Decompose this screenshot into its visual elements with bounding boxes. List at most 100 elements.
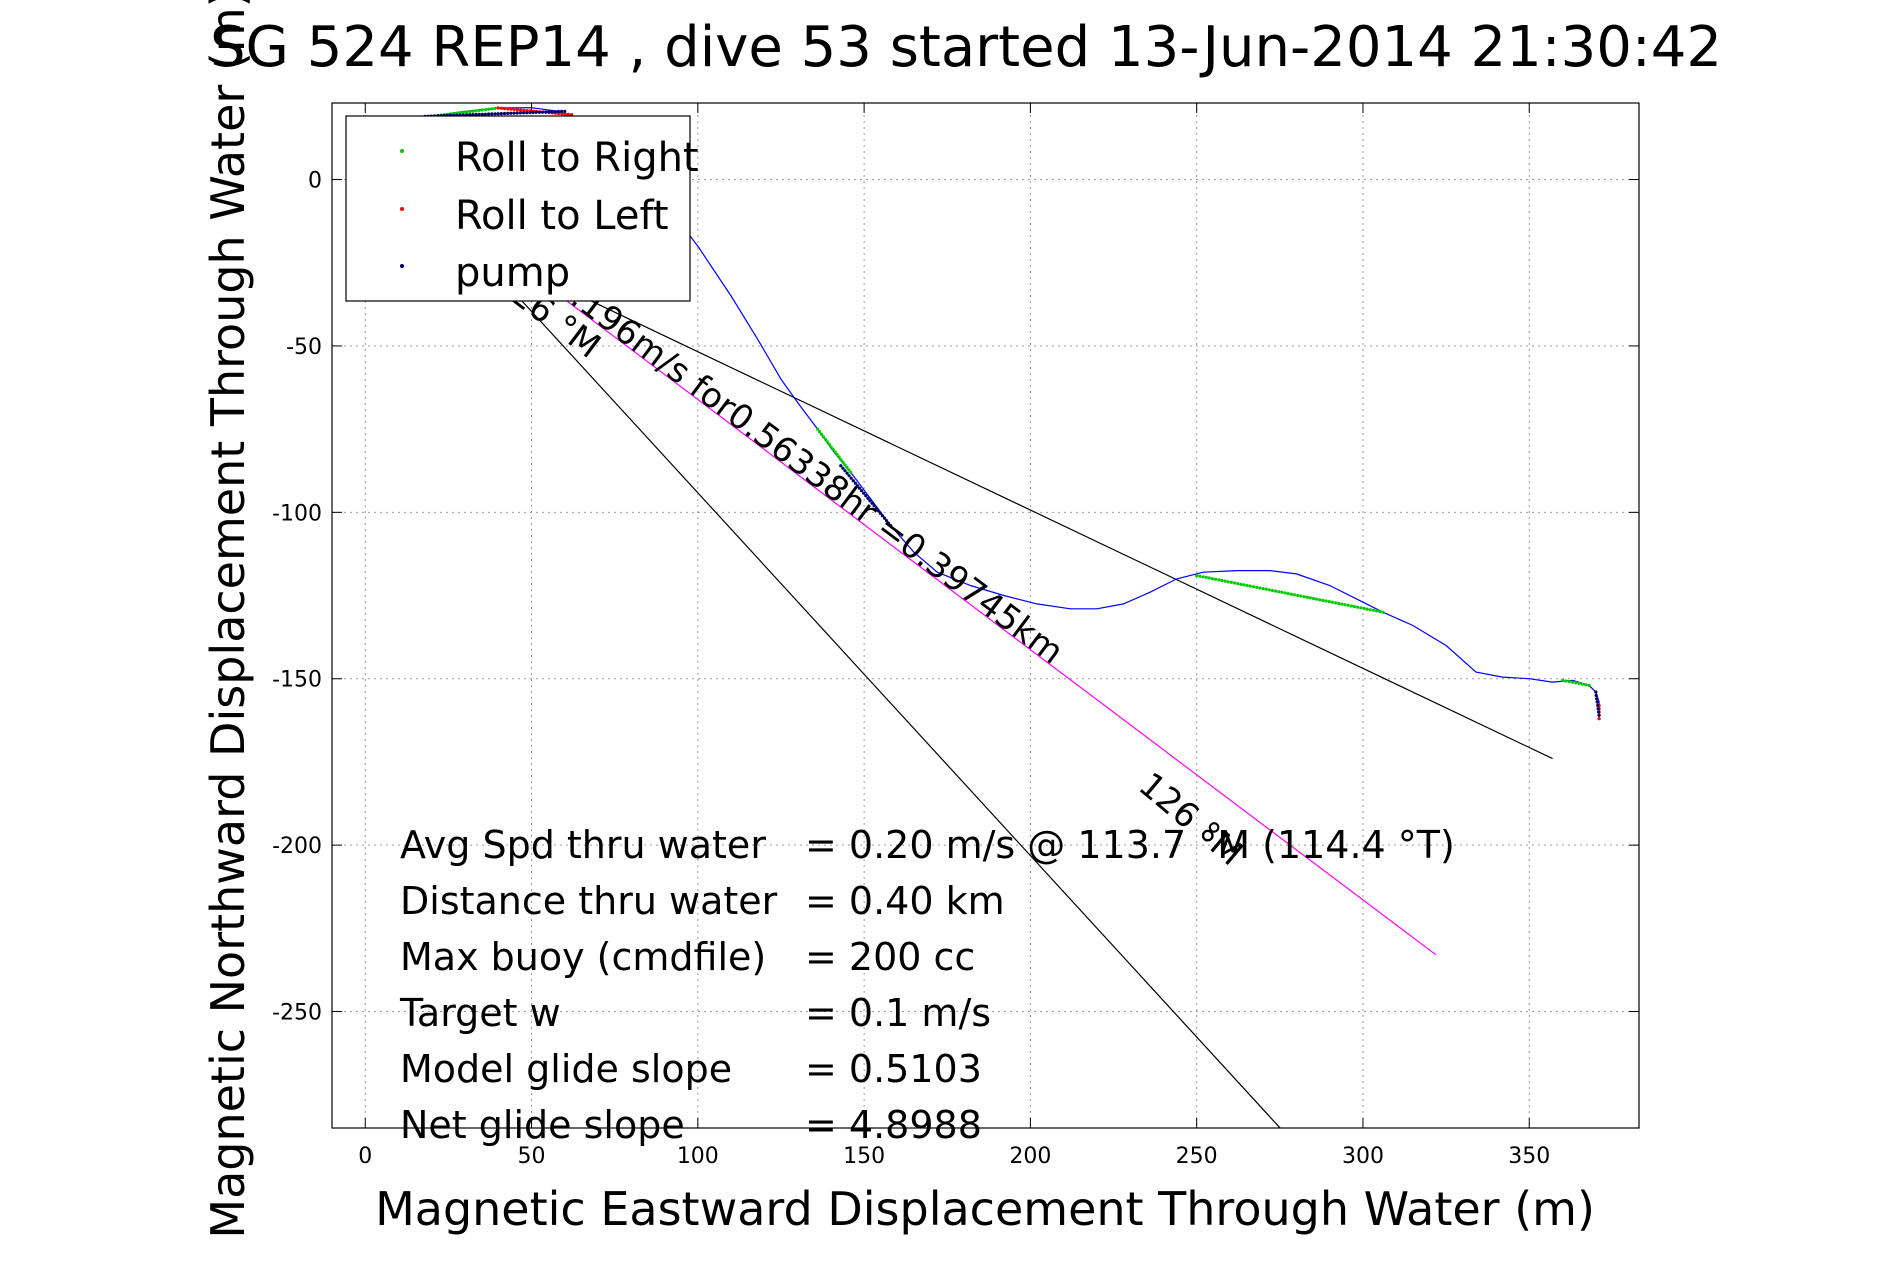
roll-to-right-point: [1567, 680, 1571, 684]
roll-to-right-point: [1277, 590, 1281, 594]
roll-to-right-point: [1204, 575, 1208, 580]
pump-point: [882, 516, 887, 520]
x-tick-label: 0: [358, 1144, 372, 1169]
roll-to-right-point: [1334, 601, 1338, 605]
x-tick-label: 200: [1009, 1144, 1051, 1169]
pump-point: [512, 111, 516, 115]
roll-to-right-point: [1560, 678, 1565, 683]
pump-point: [506, 111, 510, 115]
chart-title: SG 524 REP14 , dive 53 started 13-Jun-20…: [210, 15, 1722, 80]
roll-to-right-point: [1324, 599, 1328, 603]
roll-to-right-point: [490, 107, 494, 111]
stats-block: Avg Spd thru water = 0.20 m/s @ 113.7 °M …: [399, 823, 1455, 1147]
pump-point: [518, 111, 523, 115]
roll-to-left-point: [509, 107, 513, 111]
roll-to-right-point: [1340, 602, 1344, 606]
roll-to-left-point: [515, 108, 520, 112]
stat-label: Max buoy (cmdfile): [400, 935, 766, 979]
roll-to-right-point: [1299, 594, 1303, 598]
pump-point: [553, 110, 557, 114]
pump-point: [839, 464, 843, 468]
pump-point: [487, 112, 491, 116]
roll-to-right-point: [816, 427, 820, 431]
roll-to-right-point: [487, 107, 491, 111]
roll-to-left-point: [496, 106, 500, 110]
pump-point: [547, 110, 551, 114]
roll-to-right-point: [843, 463, 847, 467]
pump-point: [868, 499, 872, 503]
roll-to-right-point: [1337, 601, 1341, 606]
pump-point: [887, 521, 891, 525]
roll-to-right-point: [1564, 679, 1568, 683]
pump-point: [847, 474, 851, 478]
roll-to-right-point: [1375, 609, 1379, 613]
pump-point: [843, 469, 847, 473]
roll-to-right-point: [1236, 582, 1240, 586]
y-tick-label: -150: [272, 668, 322, 693]
roll-to-right-point: [823, 437, 828, 441]
pump-point: [477, 112, 481, 116]
roll-to-right-point: [1330, 600, 1334, 604]
x-tick-label: 250: [1176, 1144, 1218, 1169]
roll-to-right-point: [833, 450, 837, 454]
y-tick-label: 0: [308, 169, 322, 194]
roll-to-right-point: [1220, 578, 1224, 583]
roll-to-right-point: [1210, 577, 1215, 581]
roll-to-right-point: [1371, 608, 1376, 612]
pump-point: [499, 112, 503, 116]
pump-point: [885, 519, 889, 523]
stat-label: Target w: [399, 991, 561, 1035]
legend: Roll to Right Roll to Left pump: [345, 115, 699, 302]
pump-point: [874, 506, 878, 510]
y-tick-label: -50: [286, 335, 322, 360]
roll-to-left-point: [519, 108, 523, 112]
roll-to-right-point: [839, 458, 843, 462]
roll-to-right-point: [1352, 605, 1357, 609]
roll-to-right-point: [477, 108, 481, 112]
pump-point: [1596, 707, 1600, 711]
pump-point: [872, 504, 876, 508]
roll-to-right-point: [1381, 610, 1385, 614]
roll-to-right-point: [1296, 593, 1300, 598]
heading-line: [524, 268, 1553, 760]
pump-point: [537, 110, 542, 114]
roll-to-right-point: [1223, 579, 1227, 583]
roll-to-right-point: [1580, 682, 1585, 686]
plot-area-border: [331, 102, 1640, 1129]
roll-to-right-point: [1368, 608, 1372, 612]
roll-to-right-point: [1315, 597, 1319, 601]
roll-to-right-point: [1292, 593, 1297, 597]
roll-to-right-point: [845, 465, 849, 469]
roll-to-right-point: [1378, 610, 1382, 614]
roll-to-right-point: [817, 430, 822, 434]
pump-point: [515, 111, 519, 115]
roll-to-right-point: [1217, 578, 1221, 582]
pump-point: [851, 479, 855, 483]
pump-point: [509, 111, 513, 115]
roll-to-right-point: [1302, 595, 1306, 599]
pump-point: [1594, 693, 1598, 698]
y-tick-labels: 0 -50 -100 -150 -200 -250: [272, 169, 322, 1026]
pump-point: [857, 486, 862, 490]
roll-to-right-point: [1289, 592, 1293, 596]
roll-to-right-point: [474, 109, 478, 113]
y-tick-label: -100: [272, 501, 322, 526]
pump-point: [563, 109, 567, 113]
x-tick-label: 150: [843, 1144, 885, 1169]
roll-to-right-point: [1359, 606, 1363, 610]
pump-point: [471, 113, 475, 117]
roll-to-right-point: [821, 435, 826, 439]
stat-label: Net glide slope: [400, 1103, 685, 1147]
roll-to-right-point: [1570, 680, 1575, 684]
pump-point: [550, 110, 554, 114]
track-line: [524, 268, 1437, 956]
legend-marker-roll-right: [400, 149, 404, 153]
stat-value: = 200 cc: [805, 935, 975, 979]
x-tick-label: 100: [677, 1144, 719, 1169]
roll-to-right-point: [1245, 583, 1249, 588]
pump-point: [556, 109, 561, 114]
pump-point: [870, 501, 874, 505]
stat-value: = 0.5103: [805, 1047, 982, 1091]
pump-point: [880, 514, 885, 518]
